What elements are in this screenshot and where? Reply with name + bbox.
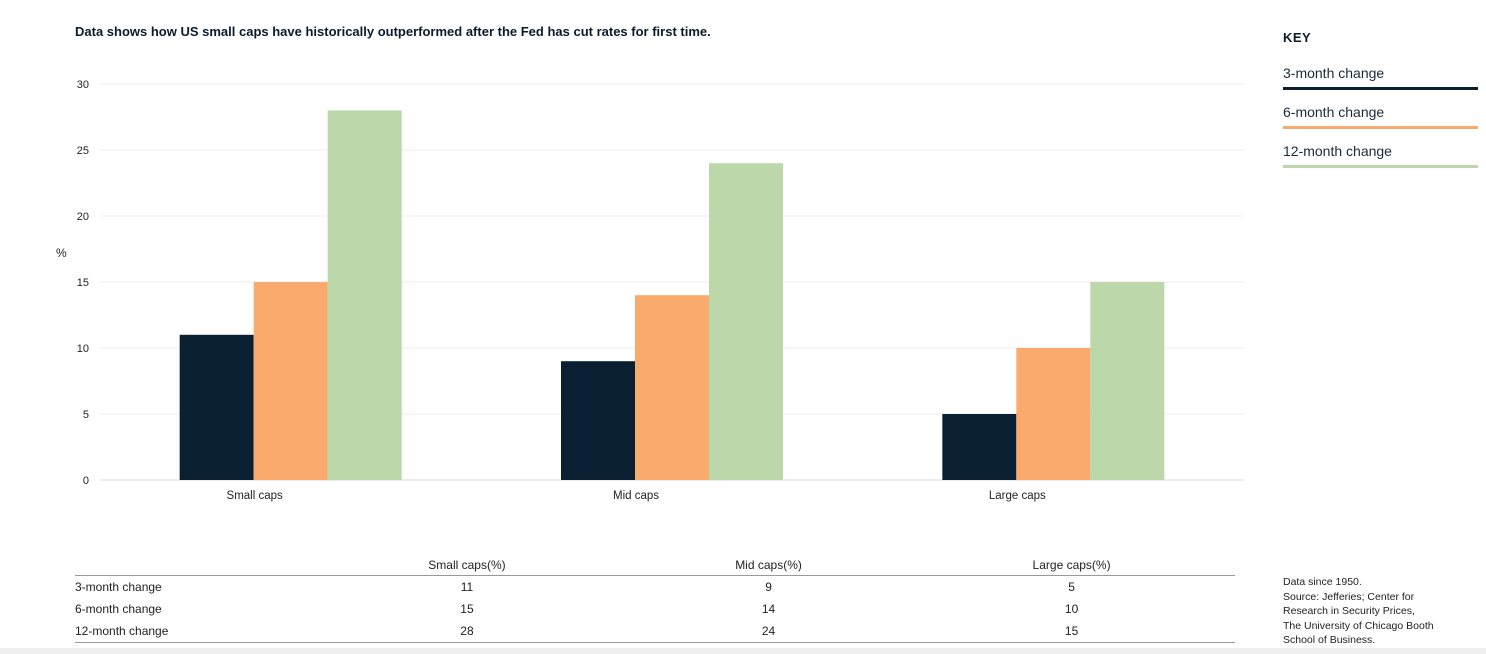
table-cell: 15 [908, 620, 1235, 643]
y-tick-label: 20 [77, 211, 89, 223]
y-axis-label: % [56, 246, 67, 260]
table-header-small-caps: Small caps(%) [305, 556, 629, 576]
table-header-blank [75, 556, 305, 576]
table-cell: 11 [460, 580, 474, 594]
bar-mid-caps-12-month-change [709, 163, 783, 480]
bar-large-caps-6-month-change [1016, 348, 1091, 480]
table-cell: 10 [1064, 602, 1079, 616]
legend-item-3-month: 3-month change [1283, 65, 1478, 90]
x-tick-label: Large caps [989, 490, 1046, 502]
source-note: Data since 1950. Source: Jefferies; Cent… [1283, 575, 1483, 648]
source-line: Research in Security Prices, [1283, 605, 1415, 617]
bar-mid-caps-6-month-change [635, 295, 709, 480]
footer-strip [0, 648, 1486, 654]
x-tick-label: Mid caps [613, 490, 659, 502]
table-row: 12-month change 28 24 15 [75, 620, 1235, 643]
bar-large-caps-12-month-change [1090, 282, 1165, 480]
y-axis-ticks: 0 5 10 15 20 25 30 [77, 79, 89, 487]
source-line: The University of Chicago Booth [1283, 619, 1434, 632]
legend-heading: KEY [1283, 30, 1312, 45]
legend-item-6-month: 6-month change [1283, 104, 1478, 129]
table-header-large-caps: Large caps(%) [908, 556, 1235, 576]
y-tick-label: 0 [83, 475, 89, 487]
chart-title: Data shows how US small caps have histor… [75, 24, 711, 39]
bar-large-caps-3-month-change [942, 414, 1017, 480]
table-cell: 14 [761, 602, 776, 616]
legend: KEY 3-month change 6-month change 12-mon… [1283, 30, 1478, 182]
table-cell: 9 [765, 580, 772, 594]
table-cell: 5 [1068, 580, 1075, 594]
table-header-mid-caps: Mid caps(%) [628, 556, 909, 576]
x-tick-label: Small caps [227, 490, 283, 502]
bar-mid-caps-3-month-change [561, 361, 635, 480]
table-row-label: 12-month change [75, 620, 305, 643]
table-row-label: 6-month change [75, 602, 162, 616]
y-tick-label: 15 [77, 277, 89, 289]
y-tick-label: 5 [83, 409, 89, 421]
data-table: Small caps(%) Mid caps(%) Large caps(%) … [75, 556, 1235, 643]
table-row: 6-month change 15 14 10 [75, 598, 1235, 620]
table-row: 3-month change 11 9 5 [75, 576, 1235, 599]
bar-small-caps-6-month-change [253, 282, 328, 480]
source-line: Data since 1950. [1283, 576, 1362, 588]
bar-small-caps-12-month-change [327, 110, 402, 481]
bar-small-caps-3-month-change [179, 334, 254, 480]
table-cell: 24 [628, 620, 909, 643]
bar-chart: 0 5 10 15 20 25 30 Small caps Mid caps Large cap… [77, 79, 1244, 502]
source-line: School of Business. [1283, 634, 1376, 646]
y-tick-label: 10 [77, 343, 89, 355]
table-cell: 28 [305, 620, 629, 643]
table-cell: 15 [460, 602, 474, 616]
x-axis-ticks: Small caps Mid caps Large caps [227, 490, 1046, 502]
bars [179, 110, 1165, 481]
legend-item-12-month: 12-month change [1283, 143, 1478, 168]
y-tick-label: 25 [77, 145, 89, 157]
table-header-row: Small caps(%) Mid caps(%) Large caps(%) [75, 556, 1235, 576]
table-row-label: 3-month change [75, 580, 162, 594]
y-tick-label: 30 [77, 79, 89, 91]
source-line: Source: Jefferies; Center for [1283, 590, 1415, 603]
